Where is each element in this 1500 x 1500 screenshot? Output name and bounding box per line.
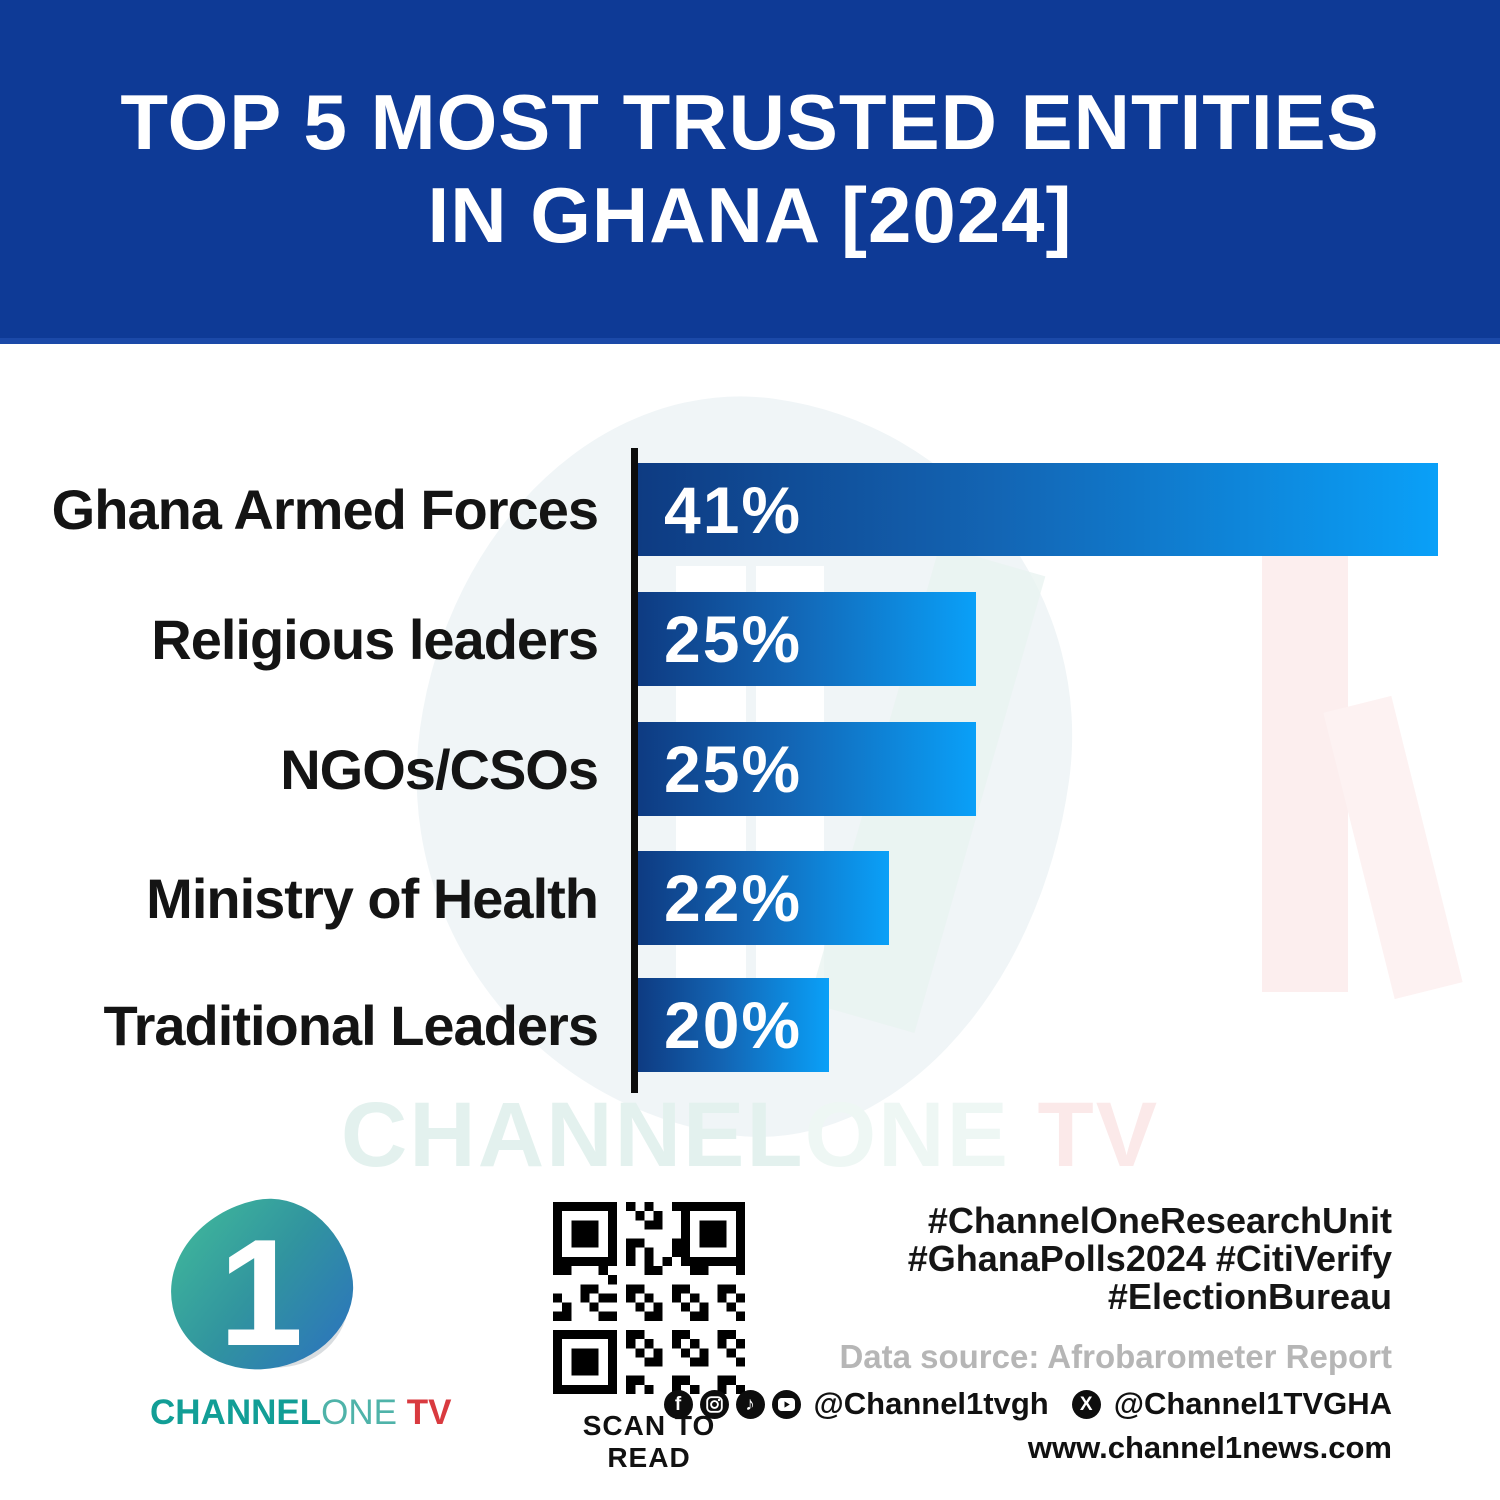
watermark-tv: TV [1010, 1084, 1160, 1186]
value-label: 20% [664, 988, 803, 1062]
bar-row-ministry-of-health: Ministry of Health 22% [0, 851, 1500, 945]
website-url: www.channel1news.com [1027, 1430, 1392, 1465]
bar: 25% [638, 722, 976, 816]
hashtag-line: #GhanaPolls2024 #CitiVerify [907, 1238, 1392, 1279]
category-label: Traditional Leaders [103, 993, 600, 1057]
social-handle-main: @Channel1tvgh [813, 1386, 1049, 1421]
wordmark-channel: CHANNEL [150, 1393, 322, 1432]
bar: 20% [638, 978, 829, 1072]
hashtag-line: #ElectionBureau [1107, 1276, 1392, 1317]
qr-caption: SCAN TO READ [582, 1410, 716, 1473]
value-label: 41% [664, 472, 803, 547]
page-title: TOP 5 MOST TRUSTED ENTITIES IN GHANA [20… [120, 76, 1379, 262]
category-label: Ministry of Health [146, 866, 599, 930]
data-source-note: Data source: Afrobarometer Report [839, 1338, 1392, 1375]
logo-numeral: 1 [218, 1208, 304, 1378]
bar-row-religious-leaders: Religious leaders 25% [0, 592, 1500, 686]
x-icon: X [1071, 1389, 1101, 1419]
social-handle-x: @Channel1TVGHA [1113, 1386, 1392, 1421]
bar-row-ngos-csos: NGOs/CSOs 25% [0, 722, 1500, 816]
category-label: Religious leaders [151, 607, 599, 671]
tiktok-icon: ♪ [735, 1389, 765, 1419]
value-label: 22% [664, 861, 803, 935]
wordmark-one: ONE [321, 1393, 397, 1432]
hashtag-line: #ChannelOneResearchUnit [927, 1200, 1392, 1241]
channel-one-logo: 1 CHANNELONE TV [150, 1183, 451, 1450]
value-label: 25% [664, 602, 803, 676]
instagram-icon [699, 1389, 729, 1419]
value-label: 25% [664, 732, 803, 806]
social-handles-row: f ♪ @Channel1tvgh X @Channel1TVGHA [663, 1386, 1392, 1422]
qr-code [553, 1202, 745, 1394]
channel-one-tv-watermark: CHANNELONE TV [0, 1083, 1500, 1188]
bar-row-ghana-armed-forces: Ghana Armed Forces 41% [0, 463, 1500, 556]
bar: 25% [638, 592, 976, 686]
page-title-line1: TOP 5 MOST TRUSTED ENTITIES [120, 78, 1380, 166]
chart-axis-line [631, 448, 638, 1093]
category-label: Ghana Armed Forces [51, 478, 599, 541]
qr-code-block: SCAN TO READ [553, 1202, 745, 1474]
wordmark-tv: TV [396, 1393, 452, 1432]
bar-row-traditional-leaders: Traditional Leaders 20% [0, 978, 1500, 1072]
facebook-icon: f [663, 1389, 693, 1419]
watermark-channel: CHANNEL [340, 1084, 805, 1186]
bar: 22% [638, 851, 889, 945]
youtube-icon [771, 1389, 801, 1419]
page-title-line2: IN GHANA [2024] [427, 171, 1073, 259]
category-label: NGOs/CSOs [280, 737, 599, 801]
footer-info-block: #ChannelOneResearchUnit #GhanaPolls2024 … [663, 1200, 1392, 1466]
header-banner: TOP 5 MOST TRUSTED ENTITIES IN GHANA [20… [0, 0, 1500, 344]
background-watermark-band [1262, 556, 1348, 992]
bar: 41% [638, 463, 1438, 556]
watermark-one: ONE [804, 1084, 1010, 1186]
logo-wordmark: CHANNELONE TV [150, 1393, 451, 1433]
